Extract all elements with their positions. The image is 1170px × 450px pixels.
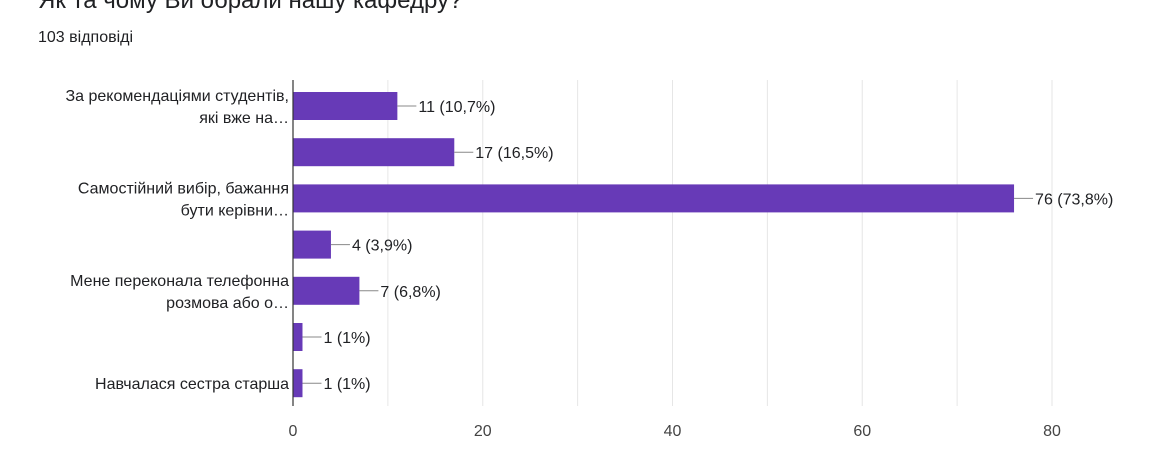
bar-0 bbox=[293, 92, 398, 120]
value-label-0: 11 (10,7%) bbox=[418, 99, 495, 116]
question-title: Як та чому Ви обрали нашу кафедру? bbox=[38, 0, 463, 14]
gridlines bbox=[387, 80, 1053, 406]
x-tick-label-0: 0 bbox=[289, 423, 298, 440]
value-label-1: 17 (16,5%) bbox=[475, 145, 553, 162]
x-tick-label-3: 60 bbox=[853, 423, 871, 440]
value-label-2: 76 (73,8%) bbox=[1035, 191, 1113, 208]
labels: 11 (10,7%) За рекомендаціями студентів, як… bbox=[66, 88, 1114, 393]
bar-6 bbox=[293, 369, 303, 398]
value-label-6: 1 (1%) bbox=[323, 376, 370, 393]
bar-3 bbox=[293, 230, 331, 259]
bar-4 bbox=[293, 276, 360, 305]
bar-5 bbox=[293, 323, 303, 351]
bars bbox=[293, 92, 1015, 398]
category-label-4: Мене переконала телефонна розмова або о… bbox=[70, 273, 289, 312]
bar-1 bbox=[293, 138, 455, 167]
value-label-3: 4 (3,9%) bbox=[352, 238, 412, 255]
value-label-4: 7 (6,8%) bbox=[380, 284, 440, 301]
value-label-5: 1 (1%) bbox=[323, 330, 370, 347]
category-label-2: Самостійний вибір, бажання бути керівни… bbox=[78, 180, 289, 219]
category-label-6: Навчалася сестра старша bbox=[95, 376, 289, 393]
x-tick-label-4: 80 bbox=[1043, 423, 1061, 440]
response-count: 103 відповіді bbox=[38, 29, 134, 46]
x-tick-label-1: 20 bbox=[474, 423, 492, 440]
axes: 0 20 40 60 80 bbox=[289, 80, 1061, 440]
category-label-0: За рекомендаціями студентів, які вже на… bbox=[66, 88, 290, 127]
bar-2 bbox=[293, 184, 1015, 213]
x-tick-label-2: 40 bbox=[664, 423, 682, 440]
